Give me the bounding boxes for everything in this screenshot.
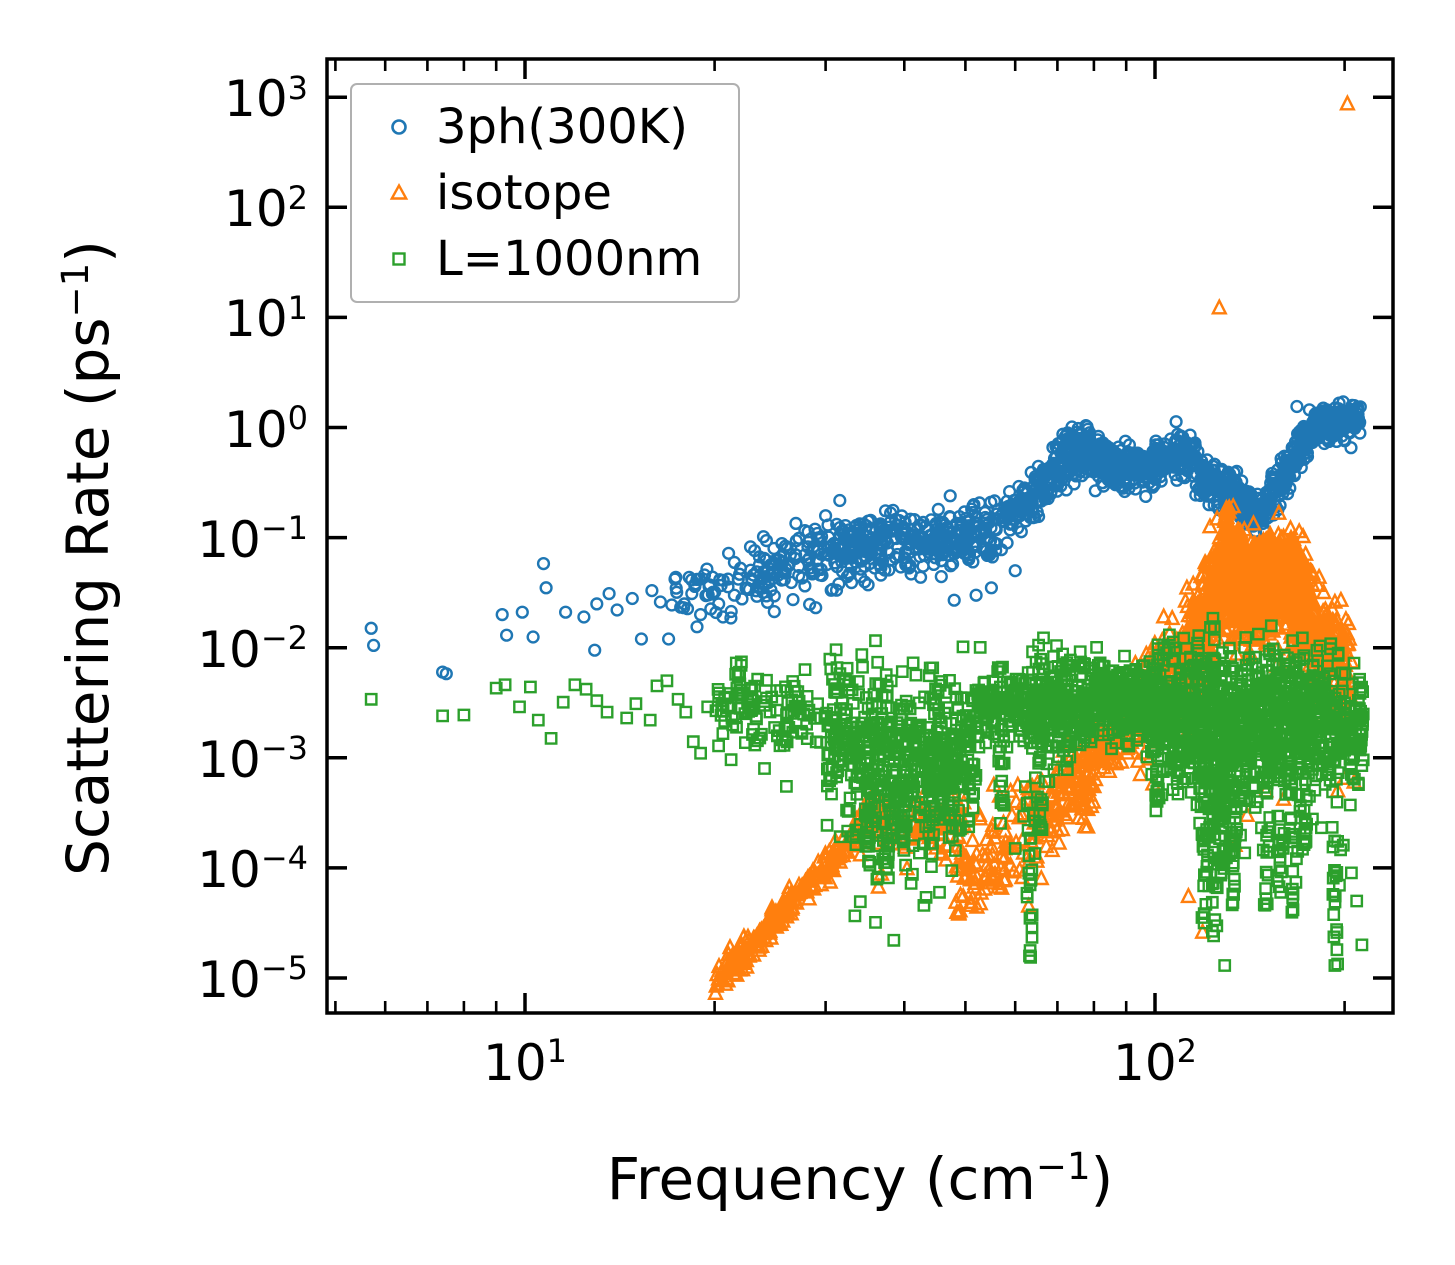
y-tick-label: 100	[224, 398, 308, 459]
y-tick-label: 10−2	[197, 619, 308, 679]
x-axis-title: Frequency (cm−1)	[607, 1148, 1113, 1208]
x-axis-title-close: )	[1090, 1145, 1114, 1213]
y-axis-title-sup: −1	[53, 262, 97, 318]
plot-frame	[325, 57, 1395, 1015]
square-marker-icon	[392, 252, 406, 266]
triangle-marker-icon	[389, 183, 409, 200]
x-axis-title-text: Frequency (cm	[606, 1145, 1036, 1213]
y-tick-label: 10−3	[197, 729, 308, 789]
y-axis-title: Scattering Rate (ps−1)	[54, 240, 122, 876]
legend-label-3ph: 3ph(300K)	[436, 99, 688, 155]
y-tick-label: 10−1	[197, 509, 308, 569]
y-tick-label: 10−4	[197, 839, 308, 899]
scatter-series-group	[364, 94, 1370, 1000]
series-square-markers	[364, 611, 1370, 972]
legend-label-l1000nm: L=1000nm	[436, 231, 703, 287]
circle-marker-icon	[391, 119, 407, 135]
legend: 3ph(300K) isotope L=1000nm	[350, 83, 740, 303]
x-tick-label: 101	[483, 1032, 567, 1092]
y-tick-label: 10−5	[197, 949, 308, 1009]
legend-item-isotope: isotope	[372, 169, 738, 217]
y-tick-label: 103	[224, 68, 308, 129]
minor-tick-marks	[334, 59, 1346, 1013]
major-tick-marks	[327, 59, 1393, 1013]
legend-item-l1000nm: L=1000nm	[372, 235, 738, 283]
y-axis-title-text: Scattering Rate (ps	[54, 317, 122, 876]
series-circle-markers	[364, 395, 1367, 681]
legend-label-isotope: isotope	[436, 165, 612, 221]
x-tick-label: 102	[1113, 1032, 1197, 1092]
x-axis-title-sup: −1	[1035, 1144, 1091, 1188]
legend-item-3ph: 3ph(300K)	[372, 103, 738, 151]
y-axis-title-close: )	[54, 240, 122, 263]
y-tick-label: 101	[224, 288, 308, 349]
y-tick-label: 102	[224, 178, 308, 239]
